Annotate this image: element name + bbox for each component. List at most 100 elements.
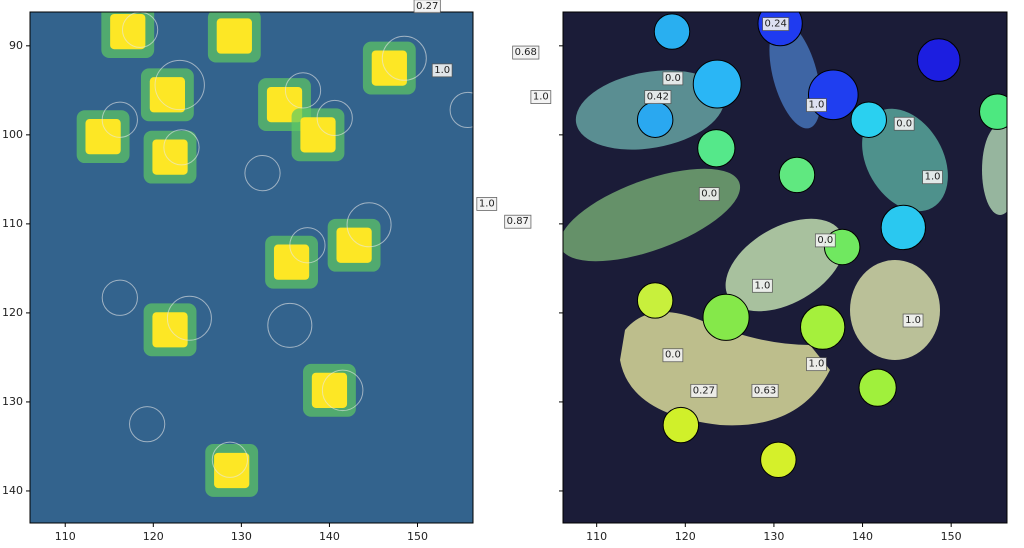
circle-marker	[316, 99, 353, 137]
x-tick-label: 140	[852, 530, 873, 543]
circle-marker	[211, 441, 249, 478]
region	[982, 125, 1007, 215]
annotation-box	[662, 71, 684, 86]
annotation: 0.0	[698, 187, 720, 202]
circle-marker	[662, 406, 700, 444]
annotation: 1.0	[752, 278, 773, 293]
x-tick-label: 120	[143, 530, 164, 543]
right-layer	[563, 12, 1007, 479]
circle-marker	[778, 156, 816, 194]
annotation-text: 1.0	[434, 65, 450, 76]
spot	[149, 77, 186, 113]
y-tick-label: 110	[2, 217, 23, 230]
spot	[85, 119, 121, 155]
annotation-box	[806, 98, 827, 112]
annotation-text: 0.42	[647, 92, 669, 103]
annotation: 0.27	[690, 383, 718, 398]
annotation-text: 0.0	[665, 350, 681, 361]
circle-marker	[692, 59, 742, 109]
annotation: 0.63	[751, 383, 779, 398]
x-tick-label: 110	[586, 530, 607, 543]
annotation: 0.68	[512, 45, 540, 60]
annotation: 1.0	[902, 313, 924, 328]
spot	[273, 244, 310, 280]
circle-marker	[129, 406, 166, 443]
circle-marker	[267, 302, 313, 348]
circle-marker	[979, 93, 1007, 130]
circle-marker	[858, 368, 897, 407]
left-layer	[76, 12, 473, 497]
y-tick-label: 120	[2, 306, 23, 319]
circle-marker	[697, 129, 736, 168]
circle-marker	[653, 13, 691, 50]
circle-marker	[449, 91, 473, 129]
annotation-text: 0.0	[701, 189, 717, 200]
annotation-box	[752, 278, 773, 293]
y-tick-label: 90	[9, 39, 23, 52]
spot	[152, 139, 188, 175]
annotation: 0.42	[644, 90, 672, 104]
annotation-text: 1.0	[925, 172, 941, 183]
circle-marker	[166, 295, 212, 341]
annotation-box	[413, 0, 441, 14]
circle-marker	[760, 441, 797, 479]
annotation-text: 1.0	[754, 280, 770, 291]
annotation-text: 0.27	[693, 385, 715, 396]
panel-background	[30, 12, 473, 523]
circle-marker	[154, 59, 205, 111]
annotation-box	[431, 63, 453, 78]
spot	[336, 227, 372, 263]
annotation: 1.0	[922, 170, 943, 185]
circle-marker	[101, 101, 138, 138]
spot	[300, 117, 336, 153]
circle-marker	[880, 204, 926, 251]
annotation-box	[644, 90, 672, 104]
annotation: 0.27	[413, 0, 441, 14]
region	[862, 108, 948, 212]
circle-marker	[321, 369, 364, 412]
spot	[110, 13, 146, 50]
spot	[214, 452, 250, 489]
annotation: 0.0	[662, 71, 684, 86]
annotation-box	[504, 214, 532, 229]
annotation-text: 1.0	[809, 359, 825, 370]
spot	[216, 18, 252, 54]
circle-marker	[346, 202, 392, 248]
annotation-box	[922, 170, 943, 185]
annotation-box	[476, 197, 498, 211]
annotation: 0.0	[814, 233, 836, 248]
annotation-text: 0.63	[754, 385, 776, 396]
axes-frame	[29, 11, 474, 524]
annotation: 0.24	[762, 17, 790, 31]
annotation: 1.0	[476, 197, 498, 211]
region	[850, 260, 940, 360]
annotation-box	[512, 45, 540, 60]
x-tick-label: 130	[231, 530, 252, 543]
annotation-text: 0.0	[665, 73, 681, 84]
annotation-text: 1.0	[905, 315, 921, 326]
annotation: 0.0	[662, 348, 684, 363]
circle-marker	[289, 227, 326, 264]
circle-marker	[101, 279, 138, 316]
annotation-box	[698, 187, 720, 202]
y-tick-label: 140	[2, 484, 23, 497]
circle-marker	[850, 101, 887, 138]
annotation-box	[902, 313, 924, 328]
annotation-text: 1.0	[479, 198, 495, 209]
circle-marker	[163, 129, 200, 166]
x-tick-label: 130	[763, 530, 784, 543]
circle-marker	[381, 35, 427, 81]
circle-marker	[800, 304, 846, 350]
x-tick-label: 120	[675, 530, 696, 543]
annotation: 0.0	[893, 116, 915, 131]
annotation-box	[690, 383, 718, 398]
circle-marker	[807, 69, 859, 121]
spot	[371, 50, 407, 86]
annotation-text: 0.24	[765, 19, 787, 30]
region	[563, 168, 741, 262]
annotation-box	[893, 116, 915, 131]
annotation: 1.0	[431, 63, 453, 78]
y-tick-label: 130	[2, 395, 23, 408]
x-tick-label: 150	[941, 530, 962, 543]
